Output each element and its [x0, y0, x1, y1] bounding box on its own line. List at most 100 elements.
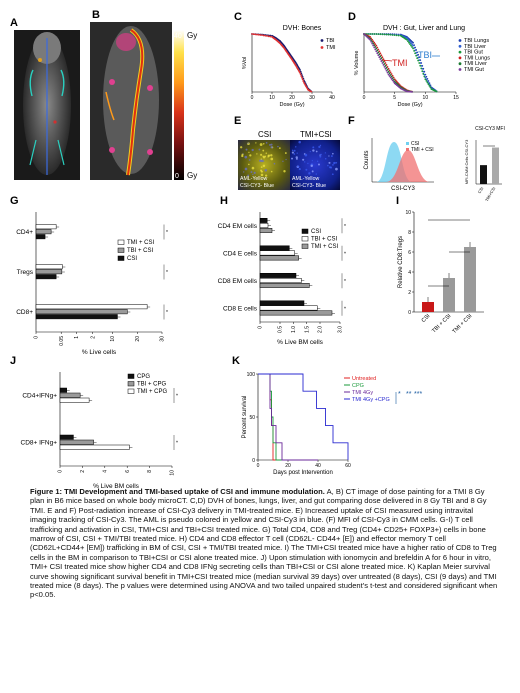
e-left-title: CSI [258, 130, 271, 139]
legend-label: CSI [127, 256, 137, 262]
series-point [397, 34, 400, 37]
speckle-dot [253, 171, 256, 174]
legend-label: TMI 4Gy [352, 390, 373, 396]
series-point [387, 73, 390, 76]
x-tick-label: 0.05 [59, 336, 65, 346]
speckle-dot [298, 140, 301, 144]
series-point [385, 33, 388, 36]
sig-marker: ** [406, 391, 412, 398]
x-tick-label: 10 [110, 336, 116, 342]
sig-marker: *** [414, 391, 422, 398]
bar [59, 387, 67, 393]
speckle-dot [291, 157, 293, 160]
bar [35, 264, 63, 270]
legend-label: CSI [311, 229, 321, 235]
series-point [426, 81, 429, 84]
series-point [422, 72, 425, 75]
speckle-dot [251, 166, 255, 170]
colorbar-max: 40 [174, 33, 182, 40]
series-point [256, 33, 258, 36]
legend-swatch [301, 236, 309, 242]
series-point [395, 34, 398, 37]
x-tick-label: 2 [90, 336, 96, 339]
legend-marker [458, 44, 462, 48]
speckle-dot [328, 161, 331, 164]
series-point [370, 40, 373, 43]
speckle-dot [332, 163, 334, 166]
speckle-dot [318, 145, 321, 149]
x-tick-label: 15 [453, 95, 459, 101]
speckle-dot [285, 158, 287, 161]
x-axis-label: % Live BM cells [277, 339, 324, 346]
bar [59, 397, 90, 403]
bar [259, 228, 273, 233]
x-axis-label: Dose (Gy) [397, 102, 422, 108]
x-tick-label: 40 [329, 95, 335, 101]
speckle-dot [262, 142, 265, 145]
speckle-dot [269, 144, 271, 146]
y-tick-label: 0 [252, 458, 255, 464]
speckle-dot [295, 156, 298, 159]
speckle-dot [304, 153, 308, 157]
speckle-dot [310, 164, 313, 168]
series-point [371, 42, 374, 45]
speckle-dot [277, 145, 279, 148]
speckle-dot [250, 171, 253, 174]
category-label: CD4+IFNg+ [22, 393, 57, 400]
series-point [407, 40, 409, 43]
speckle-dot [330, 155, 333, 157]
legend-label: TMI 4Gy +CPG [352, 397, 390, 403]
series-point [393, 34, 396, 37]
series-point [419, 64, 422, 67]
legend-label: CSI [411, 141, 419, 147]
chart-h: 0 0.5 1.0 1.5 2.0 3.0 % Live BM cells CD4 EM ce… [218, 212, 346, 346]
bar [35, 314, 118, 320]
series-point [299, 73, 302, 76]
bar [35, 229, 52, 235]
speckle-dot [270, 154, 273, 157]
speckle-dot [327, 164, 329, 167]
x-tick-label: 30 [309, 95, 315, 101]
legend-label: CPG [137, 374, 150, 380]
legend-label: TMI + CSI [311, 244, 339, 250]
panel-label-c: C [234, 11, 242, 23]
x-axis-label: Days post Intervention [273, 470, 333, 476]
panel-label-i: I [396, 195, 399, 207]
chart-d: 0 5 10 15 Dose (Gy) % Volume DVH : Gut, Liver … [354, 25, 490, 108]
series-point [408, 41, 410, 44]
series-point [418, 62, 421, 64]
y-axis-label: % Volume [354, 51, 360, 76]
bar [259, 223, 269, 228]
series-point [417, 59, 420, 62]
panel-label-e: E [234, 115, 241, 127]
legend-swatch [117, 239, 125, 245]
series-point [383, 65, 386, 68]
speckle-dot [260, 170, 263, 173]
speckle-dot [248, 163, 250, 166]
sig-marker: * [176, 394, 178, 400]
legend-label: TBI [326, 38, 335, 44]
x-tick-label: 4 [102, 470, 108, 473]
bar-title: CSI-CY3 MFI [475, 126, 505, 132]
speckle-dot [260, 153, 263, 156]
hist-tmi-csi [386, 150, 430, 182]
series-point [371, 33, 374, 35]
legend-label: TBI Lungs [464, 38, 489, 44]
speckle-dot [255, 142, 257, 144]
category-label: CD8+ IFNg+ [21, 440, 58, 447]
x-tick-label: 1 [74, 336, 80, 339]
x-tick-label: 2 [80, 470, 86, 473]
bar [35, 224, 57, 230]
series-point [420, 67, 423, 70]
legend-label: TBI + CPG [137, 382, 167, 388]
legend-swatch [301, 228, 309, 234]
y-tick-label: 10 [405, 210, 411, 216]
y-axis-label: %Vol [242, 57, 248, 70]
sig-marker: * [166, 230, 168, 236]
series-point [415, 54, 418, 57]
series-point [429, 86, 432, 89]
speckle-dot [241, 153, 244, 156]
series-point [257, 33, 260, 36]
series-point [375, 44, 378, 47]
colorbar-max-unit: Gy [187, 31, 197, 40]
